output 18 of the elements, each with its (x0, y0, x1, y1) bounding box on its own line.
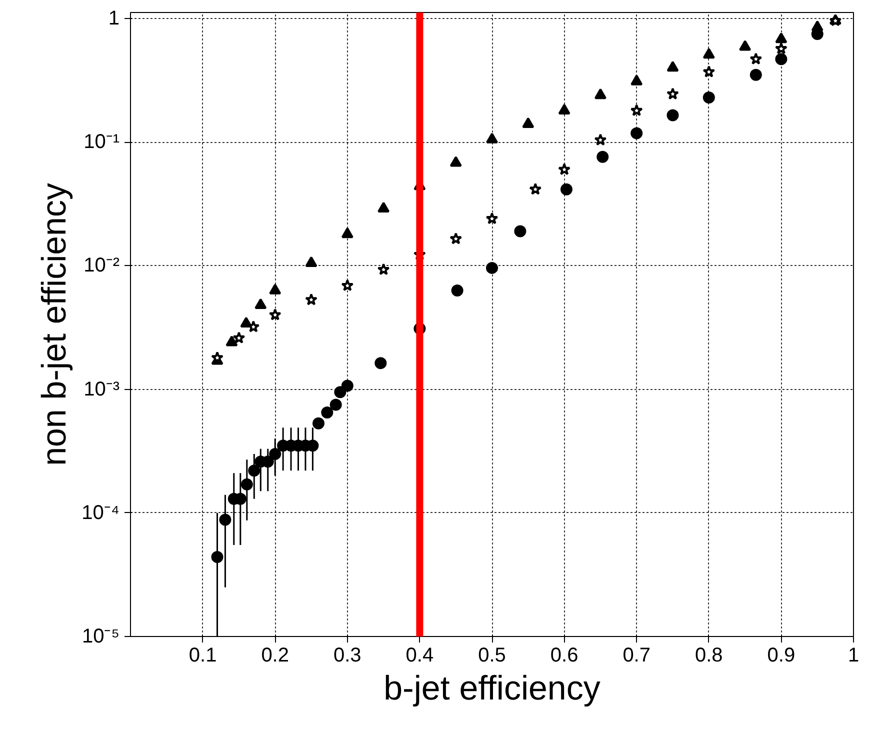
y-tick-label: 10⁻¹ (84, 131, 120, 154)
x-tick-label: 0.6 (550, 644, 578, 666)
y-axis-title: non b-jet efficiency (36, 183, 74, 466)
y-tick-label: 1 (108, 8, 120, 30)
x-tick-label: 1 (848, 644, 860, 666)
y-tick-label: 10⁻⁵ (82, 626, 120, 648)
y-tick-label: 10⁻³ (84, 378, 120, 400)
y-tick-label: 10⁻⁴ (82, 502, 120, 524)
x-tick-label: 0.3 (334, 644, 362, 666)
x-tick-label: 0.7 (622, 644, 651, 666)
x-axis-title: b-jet efficiency (384, 670, 600, 708)
x-tick-label: 0.1 (188, 644, 217, 666)
y-tick-label: 10⁻² (84, 254, 120, 277)
x-tick-label: 0.5 (478, 644, 506, 666)
x-tick-label: 0.4 (406, 644, 434, 666)
x-tick-label: 0.2 (261, 644, 290, 666)
x-tick-label: 0.9 (767, 644, 796, 666)
x-tick-label: 0.8 (695, 644, 723, 666)
